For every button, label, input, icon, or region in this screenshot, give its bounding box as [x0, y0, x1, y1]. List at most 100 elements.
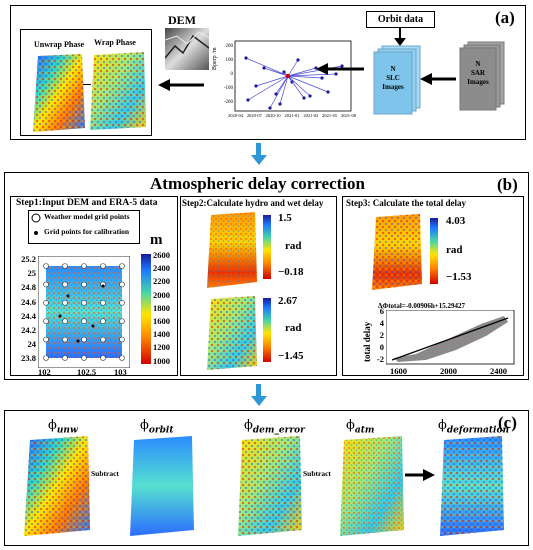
dem-cbar-tick: 1400 — [153, 329, 170, 340]
baseline-ytick: 200 — [225, 44, 234, 49]
weather-grid-point — [62, 299, 68, 306]
baseline-node — [262, 66, 266, 70]
wet-delay-map — [207, 296, 257, 370]
baseline-ytick: -200 — [223, 100, 233, 105]
dem-ytick: 24.4 — [21, 310, 36, 321]
hydro-max: 1.5 — [278, 212, 292, 224]
weather-grid-point — [81, 355, 87, 361]
phi-atm-symbol: ϕ — [346, 418, 355, 433]
weather-grid-point — [43, 299, 49, 306]
baseline-master-node — [285, 73, 291, 79]
slc-images: Images — [382, 83, 404, 91]
baseline-edge — [287, 59, 299, 77]
sar-n: N — [475, 60, 481, 68]
phi-dem-sub: dem_error — [252, 425, 305, 436]
baseline-node — [334, 72, 338, 76]
baseline-edge — [269, 75, 289, 109]
dem-ytick: 23.8 — [21, 353, 36, 364]
step1-box — [10, 196, 178, 376]
dem-ytick: 24.2 — [21, 325, 36, 336]
baseline-node — [282, 70, 286, 74]
weather-grid-point — [43, 263, 49, 269]
atm-phase-map — [340, 436, 404, 536]
phase-box — [20, 29, 152, 136]
phi-orbit-label: ϕorbit — [140, 418, 174, 436]
wet-min: −1.45 — [278, 350, 304, 362]
regression-equation: ΔΦtotal=-0.00906h+15.29427 — [378, 302, 466, 310]
calibration-point — [101, 284, 105, 288]
hydro-delay-map — [207, 212, 257, 288]
dem-yticks: 25.2 25 24.8 24.6 24.4 24.2 24 23.8 — [14, 252, 36, 366]
scatter-ytick: -2 — [376, 354, 384, 364]
step2-title: Step2:Calculate hydro and wet delay — [182, 198, 324, 208]
weather-grid-point — [81, 299, 87, 306]
arrow-to-baseline — [316, 63, 364, 75]
calibration-point-icon — [34, 231, 38, 235]
orbit-arrow — [394, 28, 406, 46]
total-max: 4.03 — [446, 215, 466, 227]
dem-ytick: 24.6 — [21, 296, 36, 307]
panel-b-title: Atmospheric delay correction — [150, 174, 365, 193]
calibration-point — [76, 339, 80, 343]
weather-grid-point — [62, 263, 68, 269]
baseline-edge — [247, 75, 289, 101]
weather-grid-point — [62, 355, 68, 361]
panel-b-label: (b) — [497, 175, 518, 194]
weather-grid-point — [100, 299, 106, 306]
baseline-node — [340, 64, 344, 68]
phase-divider — [83, 84, 91, 85]
sar-images: Images — [467, 78, 489, 86]
orbit-phase-map — [130, 436, 194, 536]
slc-n: N — [390, 65, 396, 73]
scatter-ytick: 0 — [379, 342, 384, 352]
weather-grid-point — [119, 263, 125, 269]
phi-atm-sub: atm — [354, 425, 375, 436]
phi-orbit-symbol: ϕ — [140, 418, 149, 433]
phi-unw-symbol: ϕ — [48, 418, 57, 433]
panel-a-label: (a) — [495, 8, 515, 27]
baseline-xtick: 2020-04 — [228, 113, 243, 118]
wet-max: 2.67 — [278, 295, 298, 307]
baseline-node — [296, 58, 300, 62]
baseline-node — [308, 94, 312, 98]
dem-ytick: 24 — [27, 339, 37, 350]
weather-point-icon — [31, 213, 41, 223]
sar-stack — [459, 41, 505, 111]
phi-def-sub: deformation — [446, 425, 509, 436]
dem-cbar-tick: 2000 — [153, 289, 170, 300]
arrow-b-c-head — [251, 396, 267, 406]
weather-grid-point — [43, 355, 49, 361]
baseline-ytick: -100 — [223, 86, 233, 91]
arrow-a-b-head — [251, 155, 267, 165]
panel-c-label: (c) — [498, 413, 517, 432]
hydro-min: −0.18 — [278, 266, 304, 278]
phi-orbit-sub: orbit — [148, 425, 174, 436]
weather-grid-point — [62, 336, 68, 343]
phi-unw-sub: unw — [56, 425, 78, 436]
slc-stack — [373, 45, 421, 115]
baseline-node — [326, 90, 330, 94]
baseline-xtick: 2021-01 — [284, 113, 300, 118]
weather-grid-point — [119, 318, 125, 324]
phi-dem-label: ϕdem_error — [244, 418, 305, 436]
step3-box — [342, 196, 524, 376]
baseline-plot — [234, 40, 352, 112]
unwrap-phase-map — [33, 54, 85, 132]
baseline-node — [320, 76, 324, 80]
arrow-sar-to-slc — [420, 73, 456, 85]
phi-def-label: ϕdeformation — [438, 418, 509, 436]
weather-grid-point — [100, 355, 106, 361]
arrow-a-b-stem — [256, 143, 261, 155]
weather-grid-point — [119, 281, 125, 288]
calibration-point — [66, 294, 70, 298]
weather-grid-point — [81, 336, 87, 343]
baseline-node — [274, 92, 278, 96]
step2-box — [180, 196, 337, 376]
slc-word: SLC — [386, 74, 400, 82]
dem-xtick-3: 103 — [114, 367, 127, 377]
weather-grid-point — [43, 336, 49, 343]
baseline-edge — [287, 75, 329, 93]
legend-grid: Grid points for calibration — [44, 227, 130, 236]
baseline-edge — [275, 75, 289, 95]
calibration-point — [91, 324, 95, 328]
